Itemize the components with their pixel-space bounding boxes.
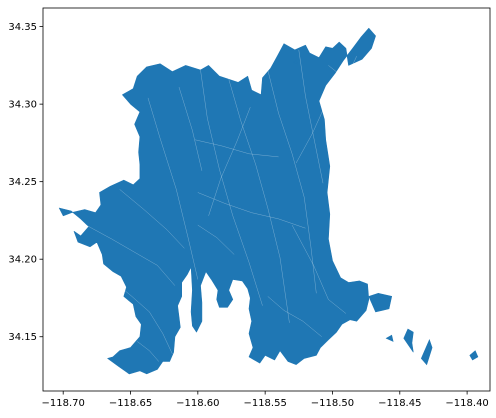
map-layer bbox=[58, 27, 479, 375]
internal-boundary-18 bbox=[291, 225, 347, 314]
internal-boundary-12 bbox=[295, 104, 326, 164]
internal-boundary-6 bbox=[119, 189, 185, 249]
internal-boundary-17 bbox=[328, 56, 357, 80]
internal-boundary-8 bbox=[112, 280, 173, 354]
internal-boundary-16 bbox=[197, 224, 235, 255]
internal-boundary-13 bbox=[197, 192, 306, 229]
y-axis: 34.15 34.20 34.25 34.30 34.35 bbox=[8, 22, 43, 343]
internal-boundary-10 bbox=[178, 87, 203, 171]
island-region-2 bbox=[403, 328, 414, 353]
x-tick-label: −118.40 bbox=[445, 398, 488, 409]
x-tick-label: −118.60 bbox=[176, 398, 219, 409]
island-region-4 bbox=[469, 350, 479, 361]
x-tick-label: −118.50 bbox=[311, 398, 354, 409]
island-region-1 bbox=[368, 292, 393, 313]
y-tick-label: 34.30 bbox=[8, 100, 37, 111]
y-tick-label: 34.20 bbox=[8, 255, 37, 266]
internal-boundary-3 bbox=[228, 79, 290, 323]
y-tick-label: 34.25 bbox=[8, 177, 37, 188]
axes-frame bbox=[42, 7, 491, 392]
x-tick-label: −118.55 bbox=[243, 398, 286, 409]
y-tick-label: 34.35 bbox=[8, 22, 37, 33]
internal-boundary-9 bbox=[137, 341, 159, 362]
main-region bbox=[58, 27, 376, 375]
x-tick-label: −118.70 bbox=[42, 398, 85, 409]
island-region-3 bbox=[420, 338, 433, 366]
internal-boundary-11 bbox=[208, 107, 251, 216]
x-tick-label: −118.45 bbox=[378, 398, 421, 409]
island-region-6 bbox=[292, 60, 299, 65]
y-tick-label: 34.15 bbox=[8, 332, 37, 343]
internal-boundary-15 bbox=[267, 296, 322, 337]
internal-boundary-7 bbox=[86, 224, 176, 286]
x-axis: −118.70 −118.65 −118.60 −118.55 −118.50 −118.… bbox=[42, 391, 489, 409]
internal-boundary-14 bbox=[195, 139, 279, 158]
internal-boundary-4 bbox=[267, 69, 317, 294]
internal-boundary-1 bbox=[147, 97, 198, 280]
x-tick-label: −118.65 bbox=[109, 398, 152, 409]
internal-boundary-5 bbox=[298, 49, 324, 184]
island-region-5 bbox=[385, 334, 394, 342]
internal-boundary-2 bbox=[200, 69, 263, 306]
